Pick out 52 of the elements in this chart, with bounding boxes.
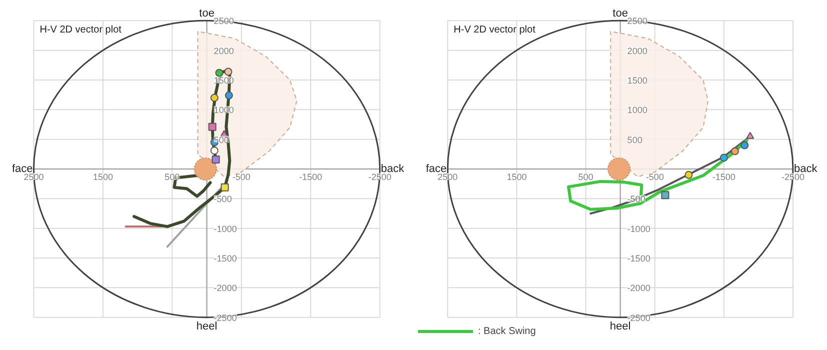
y-tick-label: 2500 (627, 16, 648, 26)
y-tick-label: -500 (627, 194, 646, 204)
y-tick-label: 1500 (627, 76, 648, 86)
point (746, 132, 754, 139)
chart-title: H-V 2D vector plot (454, 24, 536, 36)
point (224, 68, 232, 76)
x-tick-label: 2500 (24, 172, 44, 182)
x-tick-label: -2500 (368, 172, 392, 182)
text: toe (612, 8, 628, 20)
chart-title: H-V 2D vector plot (40, 24, 122, 36)
y-tick-label: 1000 (214, 105, 234, 116)
point (210, 94, 218, 102)
x-tick-label: 1500 (506, 172, 527, 182)
y-tick-label: -2000 (627, 283, 650, 294)
y-tick-label: -1000 (627, 224, 650, 234)
point (210, 146, 218, 155)
y-tick-label: 2500 (214, 16, 234, 26)
x-tick-label: 500 (164, 172, 180, 182)
y-tick-label: -2000 (214, 283, 237, 294)
y-tick-label: 2000 (627, 46, 648, 56)
text: : Back Swing (478, 326, 536, 336)
y-tick-label: 1000 (627, 105, 648, 116)
y-tick-label: -1500 (214, 253, 237, 264)
y-tick-label: 2000 (214, 46, 234, 56)
y-tick-label: -1000 (214, 224, 237, 234)
text: heel (610, 320, 631, 332)
point (212, 156, 220, 164)
point (730, 147, 739, 156)
x-tick-label: -500 (646, 172, 664, 182)
y-tick-label: -2500 (627, 312, 650, 323)
text: toe (199, 8, 214, 20)
x-tick-label: -500 (232, 172, 250, 182)
x-tick-label: 2500 (438, 172, 458, 182)
x-tick-label: 1500 (92, 172, 113, 182)
x-tick-label: 500 (578, 172, 594, 182)
x-tick-label: -1500 (712, 172, 736, 182)
y-tick-label: 1500 (214, 76, 234, 86)
point (684, 170, 693, 179)
point (720, 154, 728, 162)
point (215, 68, 224, 77)
y-tick-label: -1500 (627, 253, 650, 264)
point (740, 141, 749, 150)
y-tick-label: -500 (214, 194, 232, 204)
y-tick-label: 500 (214, 134, 229, 145)
x-tick-label: -1500 (299, 172, 322, 182)
text: heel (196, 320, 218, 332)
point (220, 183, 229, 192)
x-tick-label: -2500 (781, 172, 804, 182)
point (224, 91, 233, 100)
y-tick-label: 500 (627, 134, 642, 145)
point (661, 191, 670, 200)
y-tick-label: -2500 (214, 312, 237, 323)
